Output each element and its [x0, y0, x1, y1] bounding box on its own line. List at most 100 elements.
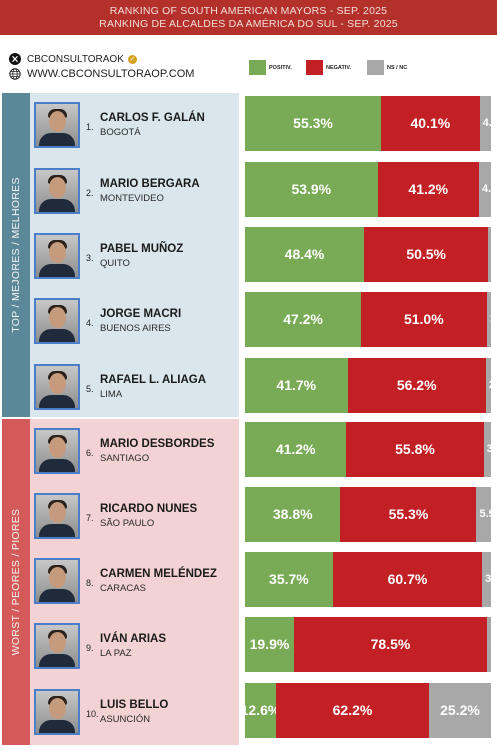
mayor-photo [34, 364, 80, 410]
approval-bar: 53.9% 41.2% 4.9% [245, 162, 491, 217]
mayor-name: IVÁN ARIAS [100, 633, 167, 645]
value-label-ns: 1.8% [490, 292, 491, 347]
mayor-city: MONTEVIDEO [100, 193, 164, 204]
photo-body [39, 589, 75, 602]
approval-bar: 48.4%50.5%1.1% [245, 227, 491, 282]
bar-segment-ns [429, 683, 491, 738]
value-label-ns: 4.6% [482, 117, 491, 129]
value-label-positive: 19.9% [249, 636, 290, 652]
value-label-ns: 1.6% [490, 617, 491, 672]
value-label-ns: 3.0% [486, 443, 491, 455]
mayor-photo [34, 689, 80, 735]
value-label-negative: 56.2% [396, 377, 437, 393]
mayor-row: 9. IVÁN ARIAS LA PAZ 19.9% 78.5% 1.6% [0, 615, 497, 678]
bar-segment-negative [332, 552, 483, 607]
mayor-name: RICARDO NUNES [100, 503, 198, 515]
mayor-photo [34, 233, 80, 279]
bar-segment-ns [485, 358, 491, 413]
approval-bar: 41.7% 56.2% 2.1% [245, 358, 491, 413]
mayor-city: LA PAZ [100, 648, 132, 659]
value-label-negative: 51.0% [403, 311, 444, 327]
website-link[interactable]: WWW.CBCONSULTORAOP.COM [27, 68, 195, 80]
x-logo-icon [9, 53, 21, 65]
bar-segment-positive [245, 162, 379, 217]
mayor-photo [34, 298, 80, 344]
bar-segment-positive [245, 422, 347, 477]
photo-body [39, 720, 75, 733]
bar-segment-ns [479, 96, 491, 151]
value-label-negative: 55.8% [395, 441, 435, 457]
bar-segment-ns [476, 487, 491, 542]
legend-negative: NEGATIV. [306, 60, 351, 75]
value-label-negative: 40.1% [410, 115, 451, 131]
photo-head [49, 242, 66, 263]
chart-header: RANKING OF SOUTH AMERICAN MAYORS - SEP. … [0, 0, 497, 35]
value-label-ns: 25.2% [440, 702, 480, 718]
mayor-row: 4. JORGE MACRI BUENOS AIRES 47.2% 51.0% 1.8% [0, 290, 497, 353]
legend-ns-swatch [367, 60, 384, 75]
photo-body [39, 264, 75, 277]
approval-bar: 12.6% 62.2% 25.2% [245, 683, 491, 738]
photo-body [39, 329, 75, 342]
bar-segment-positive [245, 227, 365, 282]
mayor-city: ASUNCIÓN [100, 714, 151, 725]
photo-head [49, 177, 66, 198]
legend-ns: NS / NC [367, 60, 407, 75]
bar-segment-positive [245, 552, 334, 607]
mayor-city: LIMA [100, 389, 123, 400]
mayor-city: SÃO PAULO [100, 518, 155, 529]
photo-head [49, 502, 66, 523]
photo-body [39, 459, 75, 472]
photo-body [39, 199, 75, 212]
approval-bar: 35.7% 60.7% 3.6% [245, 552, 491, 607]
chart-title: RANKING OF SOUTH AMERICAN MAYORS - SEP. … [109, 5, 388, 17]
approval-bar: 19.9% 78.5% 1.6% [245, 617, 491, 672]
bar-segment-positive [245, 292, 362, 347]
value-label-negative: 62.2% [332, 702, 373, 718]
mayor-name: RAFAEL L. ALIAGA [100, 374, 207, 386]
mayor-row: 6. MARIO DESBORDES SANTIAGO 41.2% 55.8% 3.0% [0, 420, 497, 483]
legend-negative-label: NEGATIV. [326, 64, 352, 71]
value-label-positive: 41.2% [275, 441, 316, 457]
mayor-city: BUENOS AIRES [100, 323, 171, 334]
mayor-name: LUIS BELLO [100, 699, 169, 711]
value-label-positive: 55.3% [293, 115, 333, 131]
value-label-negative: 50.5% [406, 246, 447, 262]
bar-segment-ns [488, 227, 491, 282]
value-label-negative: 60.7% [387, 571, 428, 587]
mayor-city: QUITO [100, 258, 130, 269]
approval-bar: 41.2% 55.8% 3.0% [245, 422, 491, 477]
approval-bar: 47.2% 51.0% 1.8% [245, 292, 491, 347]
bar-segment-negative [381, 96, 481, 151]
photo-head [49, 111, 66, 132]
value-label-ns: 3.6% [485, 573, 491, 585]
rank-number: 2. [86, 188, 94, 198]
legend-negative-swatch [306, 60, 323, 75]
photo-head [49, 698, 66, 719]
value-label-positive: 35.7% [269, 571, 309, 587]
mayor-row: 8. CARMEN MELÉNDEZ CARACAS 35.7% 60.7% 3.6% [0, 550, 497, 613]
value-label-negative: 41.2% [408, 181, 449, 197]
mayor-row: 2. MARIO BERGARA MONTEVIDEO 53.9% 41.2% 4.9% [0, 160, 497, 223]
mayor-row: 5. RAFAEL L. ALIAGA LIMA 41.7% 56.2% 2.1% [0, 356, 497, 419]
mayor-photo [34, 493, 80, 539]
mayor-name: MARIO BERGARA [100, 178, 200, 190]
photo-head [49, 632, 66, 653]
x-handle[interactable]: CBCONSULTORAOK [27, 53, 124, 65]
top-band: TOP / MEJORES / MELHORES [2, 93, 30, 417]
legend-ns-label: NS / NC [387, 64, 408, 71]
bar-segment-positive [245, 487, 341, 542]
photo-body [39, 654, 75, 667]
photo-head [49, 373, 66, 394]
bar-segment-ns [478, 162, 491, 217]
photo-head [49, 567, 66, 588]
value-label-positive: 48.4% [284, 246, 325, 262]
mayor-name: JORGE MACRI [100, 308, 182, 320]
legend-positive-label: POSITIV. [269, 64, 292, 71]
photo-head [49, 307, 66, 328]
bar-segment-negative [293, 617, 488, 672]
mayor-city: BOGOTÁ [100, 127, 141, 138]
rank-number: 10. [86, 709, 99, 719]
mayor-photo [34, 168, 80, 214]
photo-head [49, 437, 66, 458]
